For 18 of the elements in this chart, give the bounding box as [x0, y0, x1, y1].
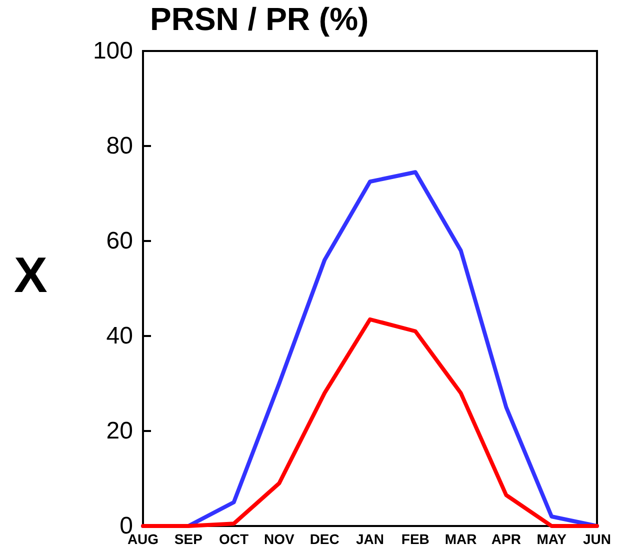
y-tick-label: 100 [92, 38, 133, 64]
x-tick-label: NOV [264, 531, 296, 547]
line-series [141, 317, 599, 528]
y-tick-label: 40 [106, 322, 133, 350]
y-tick-label: 20 [106, 418, 133, 444]
x-tick-label: FEB [401, 531, 430, 547]
y-tick-label: 80 [106, 132, 133, 160]
x-tick-label: SEP [174, 531, 202, 547]
x-tick-label: OCT [219, 531, 250, 547]
x-tick-label: MAR [444, 531, 477, 547]
x-tick-label: MAY [536, 531, 568, 547]
text: X [14, 247, 48, 303]
x-tick-label: JUN [582, 531, 612, 547]
x-tick-label: JAN [356, 531, 384, 547]
x-tick-label: APR [491, 531, 521, 547]
chart-title: PRSN / PR (%) [150, 1, 369, 37]
y-tick-label: 60 [106, 228, 133, 254]
x-tick-label: DEC [310, 531, 340, 547]
